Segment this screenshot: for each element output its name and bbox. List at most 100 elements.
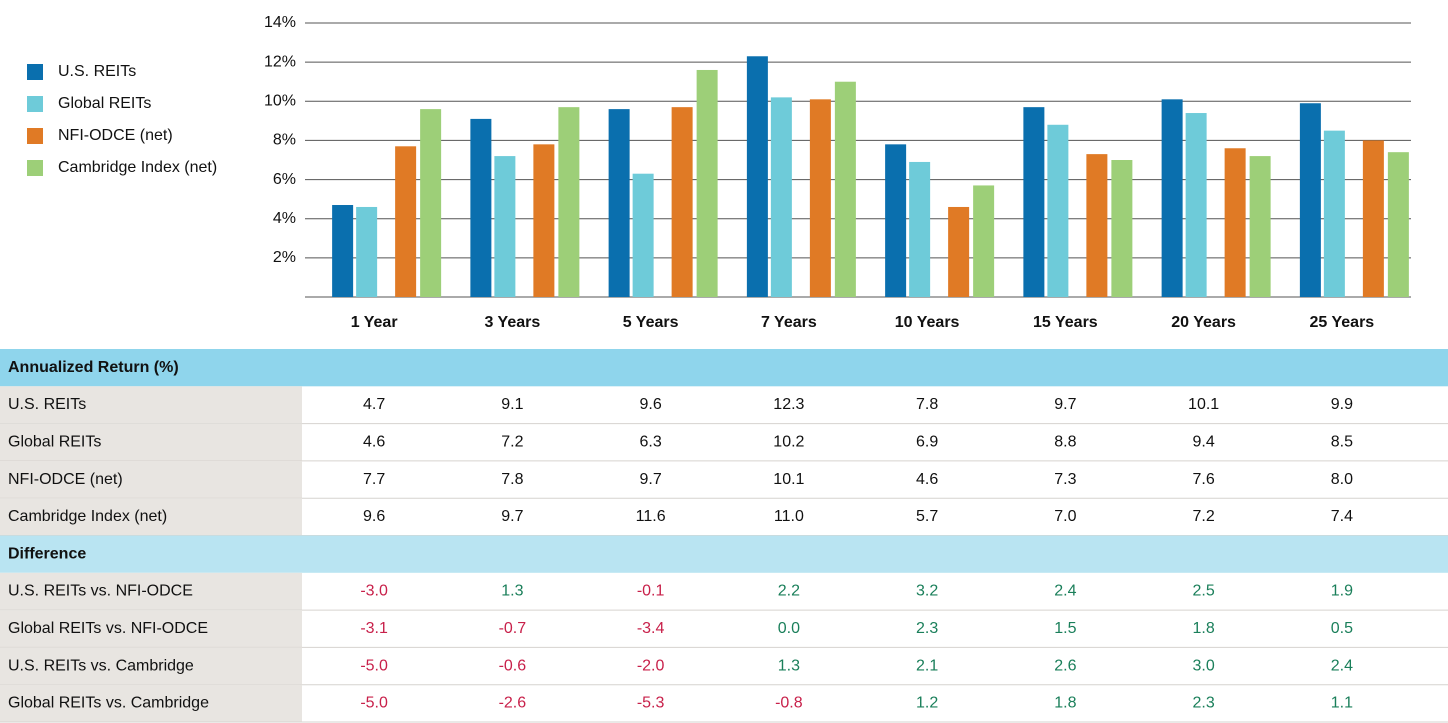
bar — [1161, 99, 1183, 297]
x-tick-label: 3 Years — [484, 314, 540, 331]
x-tick-label: 5 Years — [623, 314, 679, 331]
table-cell: 4.6 — [363, 433, 385, 450]
legend-label: U.S. REITs — [58, 63, 136, 80]
table-cell: 12.3 — [773, 396, 804, 413]
row-label: Global REITs vs. NFI-ODCE — [8, 620, 208, 637]
table-cell: 2.6 — [1054, 657, 1076, 674]
table-cell: 9.7 — [640, 471, 662, 488]
table-cell: 2.3 — [1193, 695, 1215, 712]
table-cell: -5.0 — [360, 657, 388, 674]
table-cell: 8.5 — [1331, 433, 1353, 450]
bar — [1362, 140, 1384, 297]
table-cell: 7.0 — [1054, 508, 1076, 525]
table-cell: 3.2 — [916, 583, 938, 600]
table-cell: -3.0 — [360, 583, 388, 600]
table-cell: 10.1 — [1188, 396, 1219, 413]
row-label: U.S. REITs vs. NFI-ODCE — [8, 583, 193, 600]
table-cell: 9.7 — [1054, 396, 1076, 413]
bar — [470, 118, 492, 298]
table-cell: -3.1 — [360, 620, 388, 637]
bar — [948, 206, 970, 297]
table-cell: -0.1 — [637, 583, 665, 600]
y-tick-label: 10% — [264, 93, 296, 110]
table-section-header: Difference — [8, 545, 86, 562]
table-cell: 9.9 — [1331, 396, 1353, 413]
table-cell: -3.4 — [637, 620, 665, 637]
table-cell: 8.0 — [1331, 471, 1353, 488]
bar — [746, 56, 768, 298]
table-cell: 7.2 — [1193, 508, 1215, 525]
table-cell: 10.2 — [773, 433, 804, 450]
table-cell: 1.2 — [916, 695, 938, 712]
bar — [1023, 107, 1045, 298]
bar — [909, 161, 931, 297]
y-tick-label: 8% — [273, 132, 296, 149]
x-tick-label: 15 Years — [1033, 314, 1098, 331]
table-cell: 1.3 — [501, 583, 523, 600]
row-label-bg — [0, 684, 302, 722]
row-label: Cambridge Index (net) — [8, 508, 167, 525]
bar — [834, 81, 856, 297]
table-cell: 1.3 — [778, 657, 800, 674]
bar — [1249, 156, 1271, 297]
table-cell: -5.3 — [637, 695, 665, 712]
y-tick-label: 14% — [264, 14, 296, 31]
legend-swatch — [27, 96, 43, 112]
table-cell: 7.8 — [916, 396, 938, 413]
y-tick-label: 2% — [273, 249, 296, 266]
table-cell: 8.8 — [1054, 433, 1076, 450]
bar — [696, 69, 718, 297]
bar — [770, 97, 792, 297]
bar — [332, 205, 354, 297]
table-cell: 11.0 — [774, 508, 804, 525]
bar — [885, 144, 907, 297]
table-cell: 1.8 — [1054, 695, 1076, 712]
bar — [420, 109, 442, 297]
row-label-bg — [0, 572, 302, 611]
table-cell: 7.2 — [501, 433, 523, 450]
table-cell: 7.8 — [501, 471, 523, 488]
legend-label: Cambridge Index (net) — [58, 159, 217, 176]
bar — [533, 144, 555, 297]
legend-label: NFI-ODCE (net) — [58, 127, 173, 144]
table-cell: -2.0 — [637, 657, 665, 674]
table-cell: 7.7 — [363, 471, 385, 488]
bar — [809, 99, 831, 297]
bar — [632, 173, 654, 297]
table-cell: 1.8 — [1193, 620, 1215, 637]
bar — [494, 156, 516, 297]
table-cell: 9.7 — [501, 508, 523, 525]
row-label-bg — [0, 610, 302, 648]
bar — [671, 107, 693, 298]
table-cell: 9.6 — [363, 508, 385, 525]
table-cell: -0.8 — [775, 695, 803, 712]
table-cell: 1.5 — [1054, 620, 1076, 637]
table-cell: 1.9 — [1331, 583, 1353, 600]
legend-label: Global REITs — [58, 95, 151, 112]
table-cell: 0.0 — [778, 620, 800, 637]
table-cell: 11.6 — [636, 508, 666, 525]
table-cell: 4.6 — [916, 471, 938, 488]
table-cell: 0.5 — [1331, 620, 1353, 637]
table-cell: 1.1 — [1331, 695, 1353, 712]
bar — [1086, 154, 1108, 297]
x-tick-label: 1 Year — [351, 314, 398, 331]
x-tick-label: 20 Years — [1171, 314, 1236, 331]
y-tick-label: 12% — [264, 53, 296, 70]
table-cell: 3.0 — [1193, 657, 1215, 674]
bar — [1111, 160, 1133, 297]
legend-swatch — [27, 128, 43, 144]
table-cell: 9.4 — [1193, 433, 1215, 450]
table-cell: 7.4 — [1331, 508, 1353, 525]
row-label-bg — [0, 386, 302, 424]
bar — [1224, 148, 1246, 297]
row-label: U.S. REITs vs. Cambridge — [8, 657, 194, 674]
row-label: Global REITs vs. Cambridge — [8, 695, 209, 712]
y-tick-label: 6% — [273, 171, 296, 188]
table-cell: 2.5 — [1193, 583, 1215, 600]
bar — [558, 107, 580, 298]
bar — [1185, 113, 1207, 298]
table-cell: 9.1 — [501, 396, 523, 413]
table-cell: 2.4 — [1331, 657, 1353, 674]
row-label-bg — [0, 498, 302, 536]
